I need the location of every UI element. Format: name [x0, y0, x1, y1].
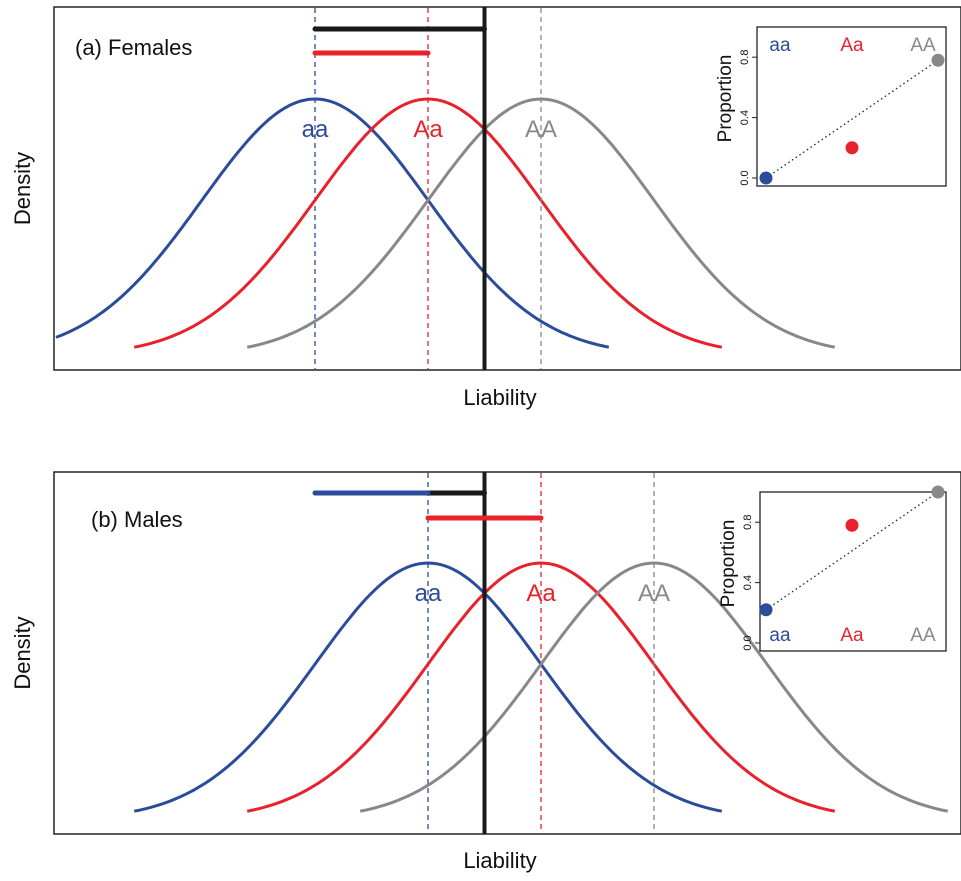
genotype-label: AA	[638, 580, 670, 607]
genotype-label: aa	[302, 116, 329, 143]
x-axis-label: Liability	[463, 848, 536, 873]
inset-category-label: AA	[910, 35, 936, 56]
genotype-label: aa	[415, 580, 442, 607]
inset-dotted-line	[765, 59, 939, 179]
density-curve-aa	[55, 97, 610, 349]
inset-y-label: Proportion	[718, 520, 739, 608]
inset-point-aa	[759, 171, 773, 185]
inset-frame	[756, 26, 947, 187]
plot-frame	[53, 471, 961, 835]
inset-point-Aa	[845, 141, 859, 155]
inset-category-label: aa	[769, 35, 791, 56]
inset-y-tick-label: 0.4	[742, 575, 754, 590]
panel-males: (b) Males Liability Density aa Aa AA 0.0 0.4 0.8…	[10, 471, 961, 873]
genotype-label: Aa	[526, 580, 556, 607]
genotype-label: Aa	[413, 116, 443, 143]
inset-dotted-line	[765, 491, 939, 611]
x-axis-label: Liability	[463, 385, 536, 410]
inset-y-label: Proportion	[715, 55, 736, 143]
inset-category-label: Aa	[840, 625, 864, 646]
panel-label: (b) Males	[91, 507, 183, 532]
genotype-label: AA	[525, 116, 557, 143]
inset-y-tick-label: 0.0	[739, 170, 751, 185]
inset-point-AA	[931, 485, 945, 499]
inset-category-label: aa	[769, 625, 791, 646]
inset-y-tick-label: 0.4	[739, 110, 751, 125]
inset-point-AA	[931, 53, 945, 67]
inset-category-label: AA	[910, 625, 936, 646]
panel-females: (a) Females Liability Density aa Aa AA 0.0 0.4 0…	[10, 6, 961, 410]
inset-y-tick-label: 0.0	[742, 635, 754, 650]
plot-frame	[53, 6, 961, 371]
y-axis-label: Density	[10, 152, 35, 225]
inset-category-label: Aa	[840, 35, 864, 56]
inset-y-tick-label: 0.8	[739, 50, 751, 65]
y-axis-label: Density	[10, 616, 35, 689]
panel-label: (a) Females	[75, 35, 192, 60]
inset-point-aa	[759, 603, 773, 617]
inset-y-tick-label: 0.8	[742, 515, 754, 530]
inset-frame	[759, 491, 947, 652]
inset-point-Aa	[845, 518, 859, 532]
